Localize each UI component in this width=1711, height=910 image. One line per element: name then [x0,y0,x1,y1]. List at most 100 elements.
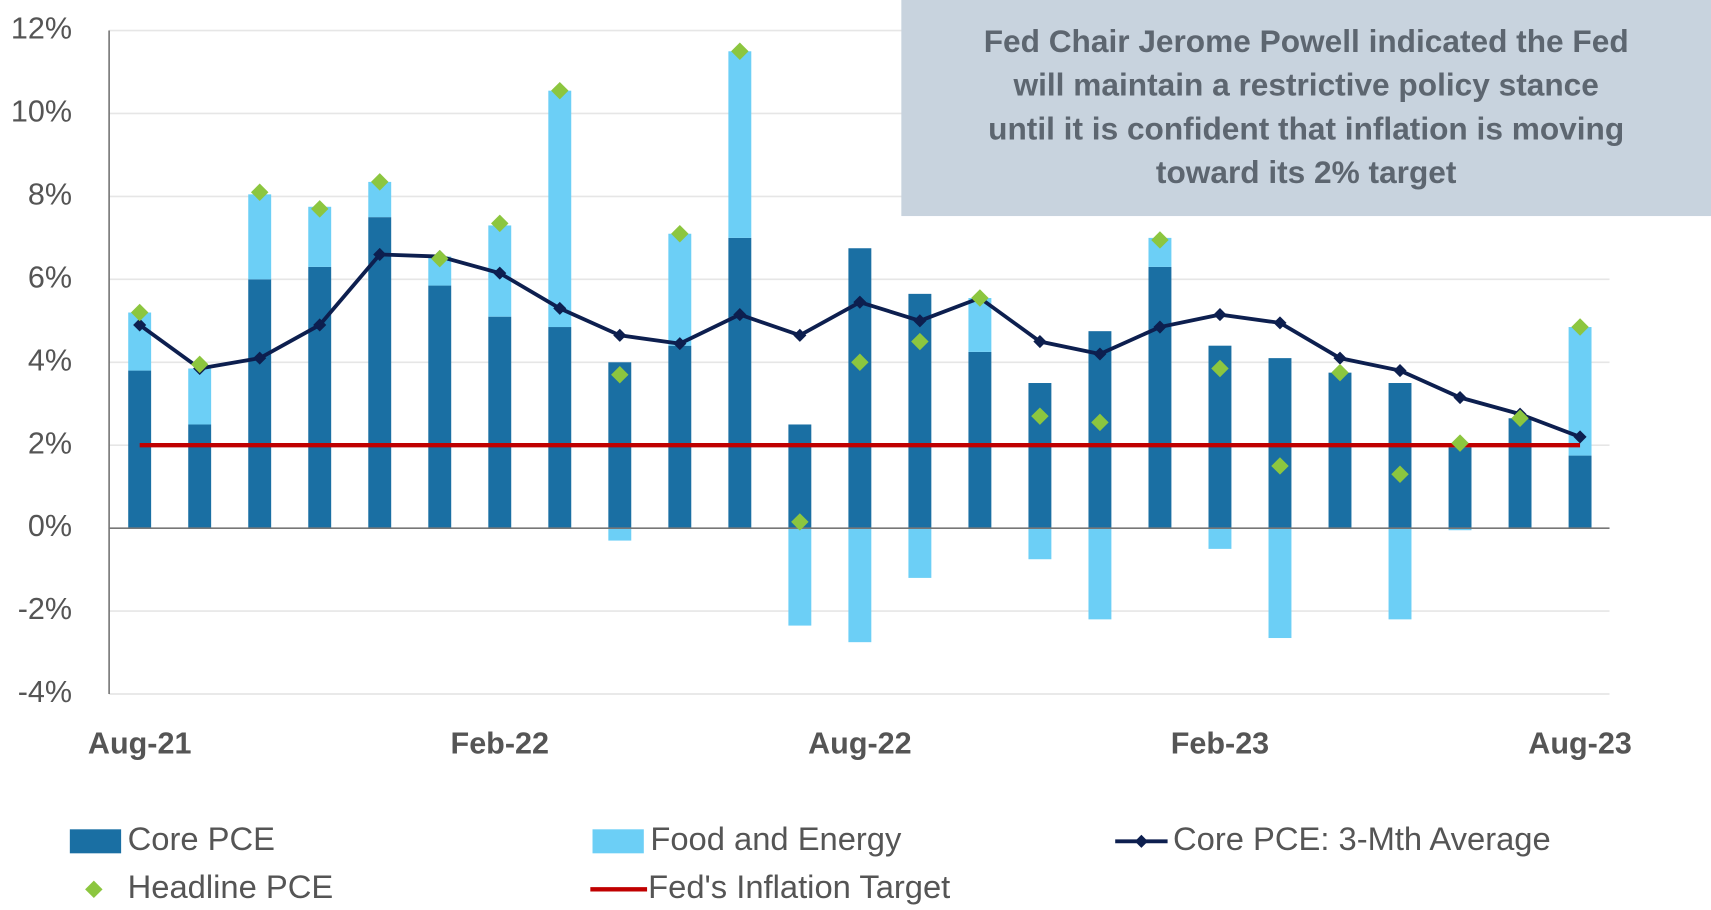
headline-marker [1031,407,1049,425]
average-marker [913,314,927,328]
average-marker [373,247,387,262]
average-marker [1573,430,1587,444]
bar [1268,528,1292,639]
bar [1568,327,1592,456]
bar [1508,418,1532,529]
average-marker [1453,390,1467,405]
bar [368,181,392,218]
headline-marker [1571,318,1589,336]
bar [1448,528,1472,531]
legend-label: Fed's Inflation Target [648,868,950,905]
bar [1388,383,1412,529]
bar [128,370,152,529]
headline-marker [611,365,629,384]
average-marker [1273,316,1287,330]
annotation-text: will maintain a restrictive policy stanc… [1013,67,1599,103]
annotation-box [901,0,1711,217]
headline-marker [1271,457,1289,475]
headline-marker [130,303,149,322]
legend-swatch [69,829,122,854]
headline-marker [371,173,389,191]
headline-marker [1451,434,1469,452]
average-marker [553,301,567,315]
y-tick-label: 6% [28,260,72,294]
bar [1388,528,1412,620]
bar [1328,372,1352,529]
headline-marker [791,513,809,531]
bar [968,351,992,529]
bar [1028,383,1052,529]
average-marker [613,328,627,342]
headline-marker [1151,231,1169,249]
legend-swatch [1134,834,1148,848]
bar [848,248,872,529]
y-tick-label: 8% [28,177,72,211]
legend-label: Food and Energy [650,820,902,857]
bar [548,90,572,328]
bar [1208,528,1232,549]
bar [968,298,992,352]
bar [308,206,332,267]
bar [1208,345,1232,529]
bar [728,51,752,238]
average-marker [853,295,867,309]
x-tick-label: Aug-22 [808,726,912,760]
bar [668,345,692,529]
y-tick-label: -2% [18,592,72,626]
headline-marker [491,214,509,233]
bar [908,293,932,529]
bar [608,528,632,541]
headline-marker [911,332,929,351]
annotation-text: until it is confident that inflation is … [988,110,1624,146]
legend-label: Core PCE: 3-Mth Average [1173,820,1551,857]
y-tick-label: 0% [28,509,72,543]
bar [188,368,212,425]
headline-marker [1331,363,1349,382]
bar [788,528,812,626]
bar [1148,266,1172,529]
bar [1448,447,1472,529]
bar [248,279,272,529]
headline-marker [1391,465,1409,483]
headline-marker [551,81,569,100]
bar [1568,455,1592,529]
average-marker [1333,351,1347,365]
bar [368,217,392,529]
legend-label: Core PCE [128,820,275,857]
chart-body: -4% -2% 0% 2% 4% 6% 8% 10% 12% Aug-21 Feb-22 Aug-22… [11,0,1711,905]
annotation-text: toward its 2% target [1156,154,1457,190]
average-marker [1393,364,1407,378]
headline-marker [431,249,449,268]
legend-swatch [592,829,644,854]
average-marker [673,337,687,351]
bar [488,316,512,529]
bar [428,285,452,529]
bar [548,327,572,529]
y-tick-label: 2% [28,426,72,460]
x-tick-label: Feb-23 [1171,726,1269,760]
average-marker [733,308,747,322]
average-marker [493,266,507,280]
x-tick-label: Aug-23 [1528,726,1632,760]
bar [668,233,692,346]
annotation-text: Fed Chair Jerome Powell indicated the Fe… [984,23,1629,59]
y-tick-label: -4% [18,675,72,709]
average-marker [1213,308,1227,322]
y-tick-label: 4% [28,343,72,377]
bar [1028,528,1052,560]
x-tick-label: Feb-22 [451,726,549,760]
average-marker [313,318,327,332]
headline-marker [731,42,749,61]
y-tick-label: 10% [11,95,72,129]
bar [188,424,212,529]
headline-marker [851,353,869,372]
y-tick-label: 12% [11,12,72,46]
bar [848,528,872,643]
headline-marker [971,289,989,307]
bar [1148,237,1172,267]
bar [908,528,932,578]
bar [248,194,272,280]
bar [1088,528,1112,620]
headline-marker [671,225,689,243]
